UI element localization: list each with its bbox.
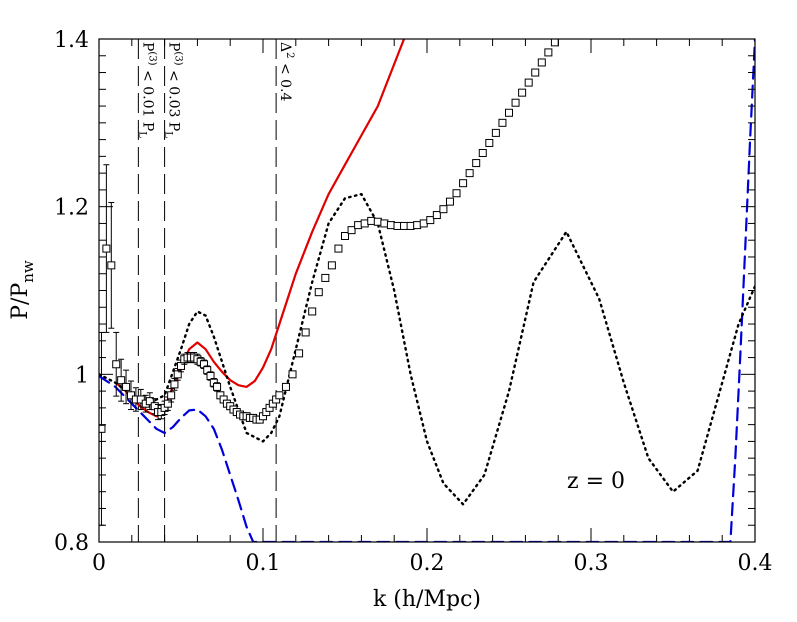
data-point <box>498 118 507 127</box>
data-point <box>295 349 304 358</box>
data-point <box>505 108 513 117</box>
data-point <box>373 217 382 226</box>
data-point <box>288 370 297 379</box>
x-tick-label: 0.1 <box>246 551 281 576</box>
data-point <box>327 261 336 270</box>
data-point <box>167 388 176 403</box>
data-point <box>544 48 553 57</box>
data-point <box>360 219 369 228</box>
data-point <box>107 201 116 329</box>
data-point <box>170 378 179 391</box>
data-point <box>386 221 395 230</box>
data-point <box>102 164 111 333</box>
y-tick-label: 0.8 <box>54 531 89 556</box>
redshift-annotation: z = 0 <box>567 469 625 494</box>
data-point <box>511 98 520 107</box>
data-point <box>491 128 500 137</box>
data-point <box>347 226 356 235</box>
y-axis-title-main: P/P <box>8 283 33 320</box>
y-tick-label: 1.2 <box>54 196 89 221</box>
data-point <box>432 211 441 220</box>
data-point <box>465 169 474 178</box>
data-point <box>393 221 402 230</box>
data-point <box>354 221 363 230</box>
data-point <box>406 221 415 230</box>
linear-theory-curve <box>99 192 755 506</box>
data-point <box>524 78 533 87</box>
vertical-lines: P(3) < 0.01 PL P(3) < 0.03 PL Δ2 < 0.4 <box>136 39 295 542</box>
data-point <box>413 221 422 230</box>
data-point <box>301 328 310 337</box>
data-points <box>99 39 559 526</box>
data-point <box>518 88 527 97</box>
data-point <box>426 216 435 225</box>
tick-labels: 0 0.1 0.2 0.3 0.4 0.8 1 1.2 1.4 <box>54 28 773 576</box>
data-point <box>537 58 546 67</box>
threshold-label: P(3) < 0.01 PL <box>136 42 157 138</box>
data-point <box>341 232 349 241</box>
y-axis-title: P/Pnw <box>8 260 37 320</box>
y-tick-label: 1 <box>75 363 89 388</box>
y-axis-title-sub: nw <box>19 260 37 283</box>
data-point <box>459 179 468 188</box>
x-axis-title: k (h/Mpc) <box>373 587 481 612</box>
data-point <box>117 358 126 402</box>
data-point <box>213 382 222 392</box>
plot-frame <box>98 38 756 543</box>
data-point <box>400 221 409 230</box>
data-point <box>314 288 323 297</box>
data-point <box>419 219 428 228</box>
data-point <box>145 392 154 411</box>
data-point <box>275 391 284 400</box>
data-point <box>122 369 131 405</box>
data-point <box>136 388 145 411</box>
data-point <box>173 367 182 381</box>
axis-ticks <box>98 38 756 543</box>
data-point <box>439 205 448 214</box>
data-point <box>308 307 317 316</box>
x-tick-label: 0.2 <box>410 551 445 576</box>
data-point <box>445 197 454 206</box>
x-tick-label: 0.3 <box>574 551 609 576</box>
data-point <box>452 189 461 198</box>
data-point <box>367 216 376 225</box>
data-point <box>472 159 481 168</box>
data-point <box>334 244 343 253</box>
data-point <box>321 273 330 282</box>
data-point <box>531 68 540 77</box>
series-lines <box>99 39 755 542</box>
threshold-label: Δ2 < 0.4 <box>277 42 295 101</box>
linear-model-curve <box>99 39 755 542</box>
x-tick-label: 0.4 <box>738 551 773 576</box>
data-point <box>126 380 135 411</box>
threshold-label: P(3) < 0.03 PL <box>163 42 184 138</box>
data-point <box>550 39 559 47</box>
y-tick-label: 1.4 <box>54 28 89 53</box>
data-point <box>177 359 185 373</box>
data-point <box>478 149 487 158</box>
x-tick-label: 0 <box>92 551 106 576</box>
data-point <box>281 382 290 391</box>
data-point <box>380 219 389 228</box>
data-point <box>485 138 494 147</box>
data-point <box>112 331 121 397</box>
